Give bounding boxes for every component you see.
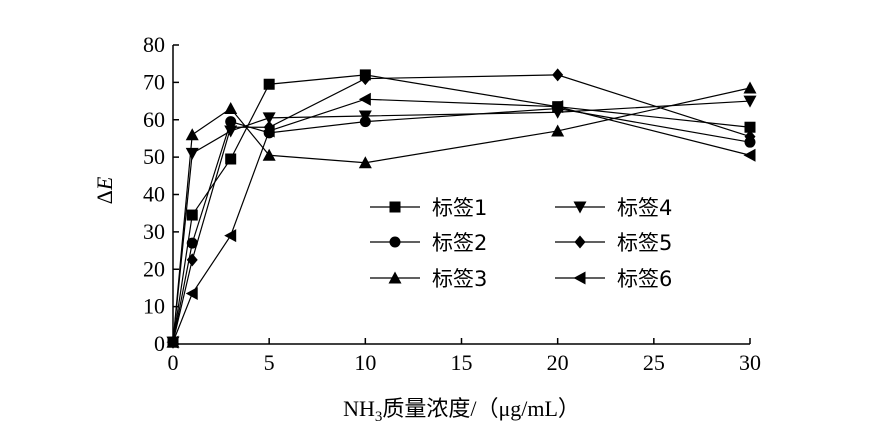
series-6-point — [262, 124, 275, 138]
y-tick-label: 80 — [143, 32, 165, 57]
legend-marker-2 — [389, 236, 401, 248]
series-1-point — [263, 78, 275, 90]
series-3-point — [551, 124, 565, 137]
series-line-6 — [172, 98, 751, 343]
series-5-point — [263, 120, 275, 134]
series-5-point — [552, 68, 564, 82]
axes — [172, 45, 750, 345]
y-tick-label: 60 — [143, 107, 165, 132]
series-markers — [166, 68, 757, 349]
y-tick-label: 50 — [143, 144, 165, 169]
x-tick-label: 0 — [168, 350, 179, 375]
y-tick-label: 70 — [143, 69, 165, 94]
y-tick-label: 40 — [143, 182, 165, 207]
series-3-point — [262, 148, 276, 161]
y-axis-title-delta: Δ — [92, 190, 117, 204]
series-6-point — [358, 92, 371, 106]
series-6-point — [185, 287, 198, 301]
series-4-point — [358, 110, 372, 123]
x-tick-label: 20 — [547, 350, 569, 375]
y-tick-label: 10 — [143, 294, 165, 319]
legend: 标签1 标签2 标签3 标签4 标签5 标签6 — [370, 196, 672, 291]
x-tick-label: 25 — [643, 350, 665, 375]
series-6-point — [166, 335, 179, 349]
series-6-point — [743, 148, 756, 162]
series-1-point — [744, 121, 756, 133]
legend-label-1: 标签1 — [432, 196, 487, 220]
legend-marker-6 — [573, 271, 586, 285]
x-axis-title: NH3质量浓度/（μg/mL） — [343, 396, 580, 425]
x-tick-label: 5 — [264, 350, 275, 375]
series-line-4 — [172, 100, 751, 343]
series-3-point — [224, 102, 238, 115]
legend-marker-4 — [573, 201, 587, 214]
y-tick-label: 20 — [143, 256, 165, 281]
series-6-point — [551, 100, 564, 114]
series-2-point — [186, 237, 198, 249]
series-5-point — [186, 253, 198, 267]
x-axis-title-main: NH — [343, 396, 375, 421]
series-4-point — [743, 95, 757, 108]
series-3-point — [358, 156, 372, 169]
x-axis-title-subscript: 3 — [375, 409, 383, 425]
legend-label-3: 标签3 — [432, 267, 487, 291]
legend-marker-3 — [388, 271, 402, 284]
y-tick-label: 30 — [143, 219, 165, 244]
series-1-point — [225, 153, 237, 165]
legend-marker-1 — [389, 201, 401, 213]
series-3-point — [743, 81, 757, 94]
series-5-point — [225, 120, 237, 134]
legend-label-2: 标签2 — [432, 231, 487, 255]
y-tick-label: 0 — [154, 331, 165, 356]
legend-marker-5 — [574, 235, 586, 249]
x-axis-title-rest: 质量浓度/（μg/mL） — [382, 396, 580, 421]
x-tick-label: 10 — [354, 350, 376, 375]
series-4-point — [262, 112, 276, 125]
series-1-point — [186, 209, 198, 221]
ticks: 0 10 20 30 40 50 60 70 80 0 5 10 15 20 25 30 — [143, 32, 761, 375]
series-6-point — [224, 229, 237, 243]
x-tick-label: 30 — [739, 350, 761, 375]
y-axis-title-variable: E — [92, 176, 117, 191]
series-5-point — [744, 130, 756, 144]
x-tick-label: 15 — [451, 350, 473, 375]
series-3-point — [185, 128, 199, 141]
series-5-point — [359, 72, 371, 86]
series-4-point — [185, 147, 199, 160]
y-axis-title: ΔE — [92, 176, 117, 204]
legend-label-5: 标签5 — [617, 231, 672, 255]
legend-label-4: 标签4 — [617, 196, 672, 220]
legend-label-6: 标签6 — [617, 267, 672, 291]
